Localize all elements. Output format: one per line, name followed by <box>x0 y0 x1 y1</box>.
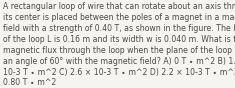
Text: A rectangular loop of wire that can rotate about an axis through
its center is p: A rectangular loop of wire that can rota… <box>3 2 235 87</box>
